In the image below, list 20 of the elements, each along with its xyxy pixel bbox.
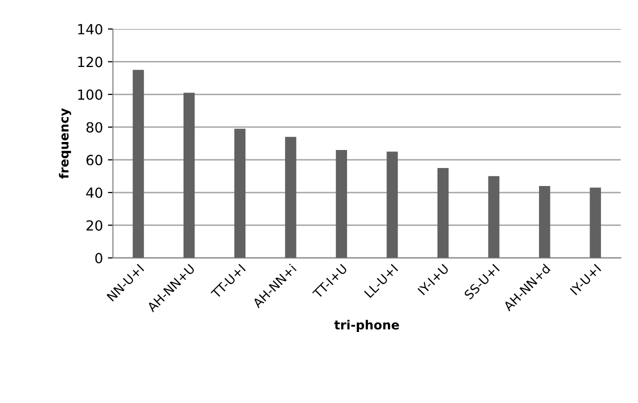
y-tick-label: 140 — [78, 24, 102, 34]
bar — [285, 136, 296, 258]
bar — [234, 128, 246, 258]
bar — [184, 92, 195, 258]
y-tick-label: 120 — [78, 56, 102, 68]
y-axis-title: frequency — [58, 108, 72, 179]
y-tick-label: 40 — [86, 187, 102, 198]
y-tick-label: 0 — [95, 252, 102, 264]
y-tick-label: 20 — [86, 220, 102, 231]
bar — [590, 188, 601, 258]
bar — [539, 186, 550, 258]
bar — [437, 168, 449, 258]
bar — [386, 152, 398, 258]
y-tick-label: 100 — [78, 89, 102, 100]
bar — [336, 150, 348, 258]
y-tick-label: 60 — [86, 154, 102, 166]
bar — [488, 176, 500, 258]
x-axis-title: tri-phone — [334, 320, 399, 332]
y-tick-label: 80 — [86, 122, 102, 133]
bar — [132, 70, 144, 258]
